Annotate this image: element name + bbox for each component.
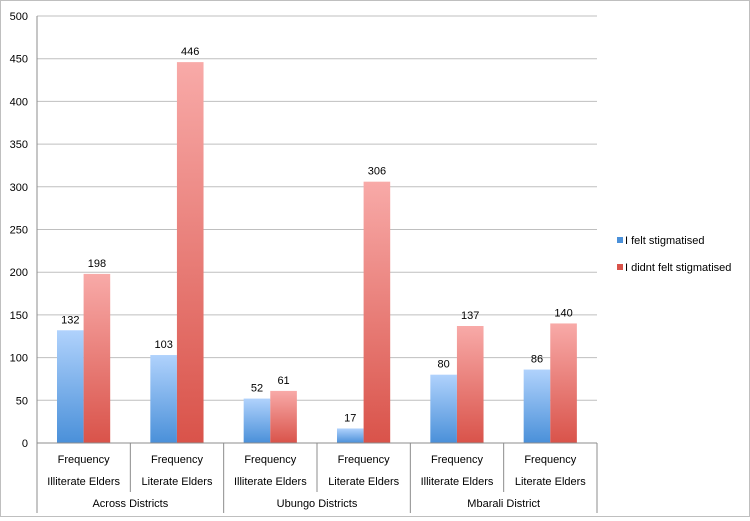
category-label-line1: Frequency bbox=[338, 454, 390, 466]
bar-felt-stigmatised bbox=[523, 369, 551, 443]
y-tick-label: 50 bbox=[16, 395, 28, 407]
data-label: 86 bbox=[531, 354, 543, 366]
data-label: 198 bbox=[88, 258, 106, 270]
category-label-line2: Literate Elders bbox=[142, 476, 213, 488]
bar-felt-stigmatised bbox=[243, 398, 271, 443]
category-label-line1: Frequency bbox=[524, 454, 576, 466]
bar-didnt-feel-stigmatised bbox=[456, 326, 484, 443]
bar-felt-stigmatised bbox=[337, 428, 364, 443]
y-tick-label: 0 bbox=[22, 438, 28, 450]
data-label: 103 bbox=[154, 339, 172, 351]
legend-swatch-icon bbox=[617, 264, 623, 270]
group-label: Across Districts bbox=[92, 498, 168, 510]
y-tick-label: 150 bbox=[10, 310, 28, 322]
category-label-line1: Frequency bbox=[244, 454, 296, 466]
bar-felt-stigmatised bbox=[57, 330, 84, 443]
data-label: 132 bbox=[61, 314, 79, 326]
bar-didnt-feel-stigmatised bbox=[550, 323, 577, 443]
bar-didnt-feel-stigmatised bbox=[270, 390, 297, 443]
y-tick-label: 250 bbox=[10, 225, 28, 237]
category-label-line2: Illiterate Elders bbox=[234, 476, 307, 488]
legend-label: I didnt felt stigmatised bbox=[625, 262, 731, 274]
bar-felt-stigmatised bbox=[430, 374, 457, 443]
group-label: Mbarali District bbox=[467, 498, 540, 510]
data-label: 306 bbox=[368, 166, 386, 178]
legend-swatch-icon bbox=[617, 237, 623, 243]
category-label-line1: Frequency bbox=[151, 454, 203, 466]
data-label: 80 bbox=[438, 359, 450, 371]
y-tick-label: 200 bbox=[10, 267, 28, 279]
category-label-line2: Illiterate Elders bbox=[47, 476, 120, 488]
y-tick-label: 350 bbox=[10, 139, 28, 151]
data-label: 137 bbox=[461, 310, 479, 322]
y-tick-label: 400 bbox=[10, 96, 28, 108]
bar-didnt-feel-stigmatised bbox=[83, 273, 111, 443]
category-label-line2: Literate Elders bbox=[328, 476, 399, 488]
data-label: 140 bbox=[554, 307, 572, 319]
category-label-line1: Frequency bbox=[58, 454, 110, 466]
data-label: 446 bbox=[181, 46, 199, 58]
category-label-line1: Frequency bbox=[431, 454, 483, 466]
data-label: 17 bbox=[344, 412, 356, 424]
y-tick-label: 500 bbox=[10, 11, 28, 23]
category-label-line2: Literate Elders bbox=[515, 476, 586, 488]
group-label: Ubungo Districts bbox=[277, 498, 358, 510]
data-label: 52 bbox=[251, 383, 263, 395]
legend-label: I felt stigmatised bbox=[625, 235, 704, 247]
category-label-line2: Illiterate Elders bbox=[421, 476, 494, 488]
data-label: 61 bbox=[277, 375, 289, 387]
bar-didnt-feel-stigmatised bbox=[363, 181, 391, 443]
y-tick-label: 450 bbox=[10, 54, 28, 66]
y-tick-label: 100 bbox=[10, 353, 28, 365]
bar-didnt-feel-stigmatised bbox=[176, 62, 204, 444]
bar-felt-stigmatised bbox=[150, 355, 177, 443]
y-tick-label: 300 bbox=[10, 182, 28, 194]
